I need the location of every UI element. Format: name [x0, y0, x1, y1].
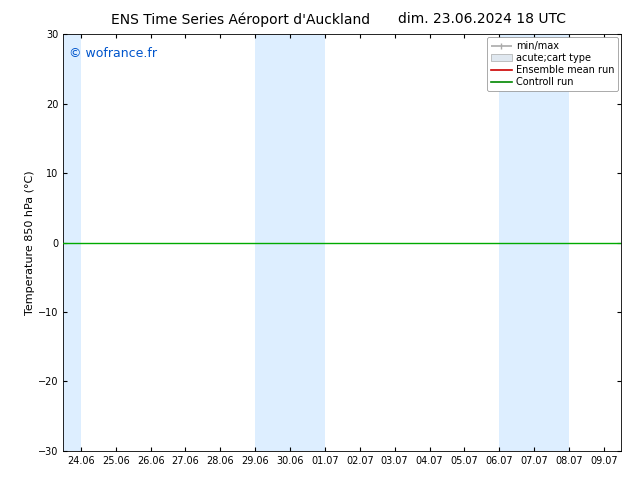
Bar	[255, 34, 325, 451]
Text: ENS Time Series Aéroport d'Auckland: ENS Time Series Aéroport d'Auckland	[112, 12, 370, 27]
Bar	[63, 34, 81, 451]
Bar	[500, 34, 569, 451]
Text: © wofrance.fr: © wofrance.fr	[69, 47, 157, 60]
Y-axis label: Temperature 850 hPa (°C): Temperature 850 hPa (°C)	[25, 170, 36, 315]
Legend: min/max, acute;cart type, Ensemble mean run, Controll run: min/max, acute;cart type, Ensemble mean …	[487, 37, 618, 91]
Text: dim. 23.06.2024 18 UTC: dim. 23.06.2024 18 UTC	[398, 12, 566, 26]
